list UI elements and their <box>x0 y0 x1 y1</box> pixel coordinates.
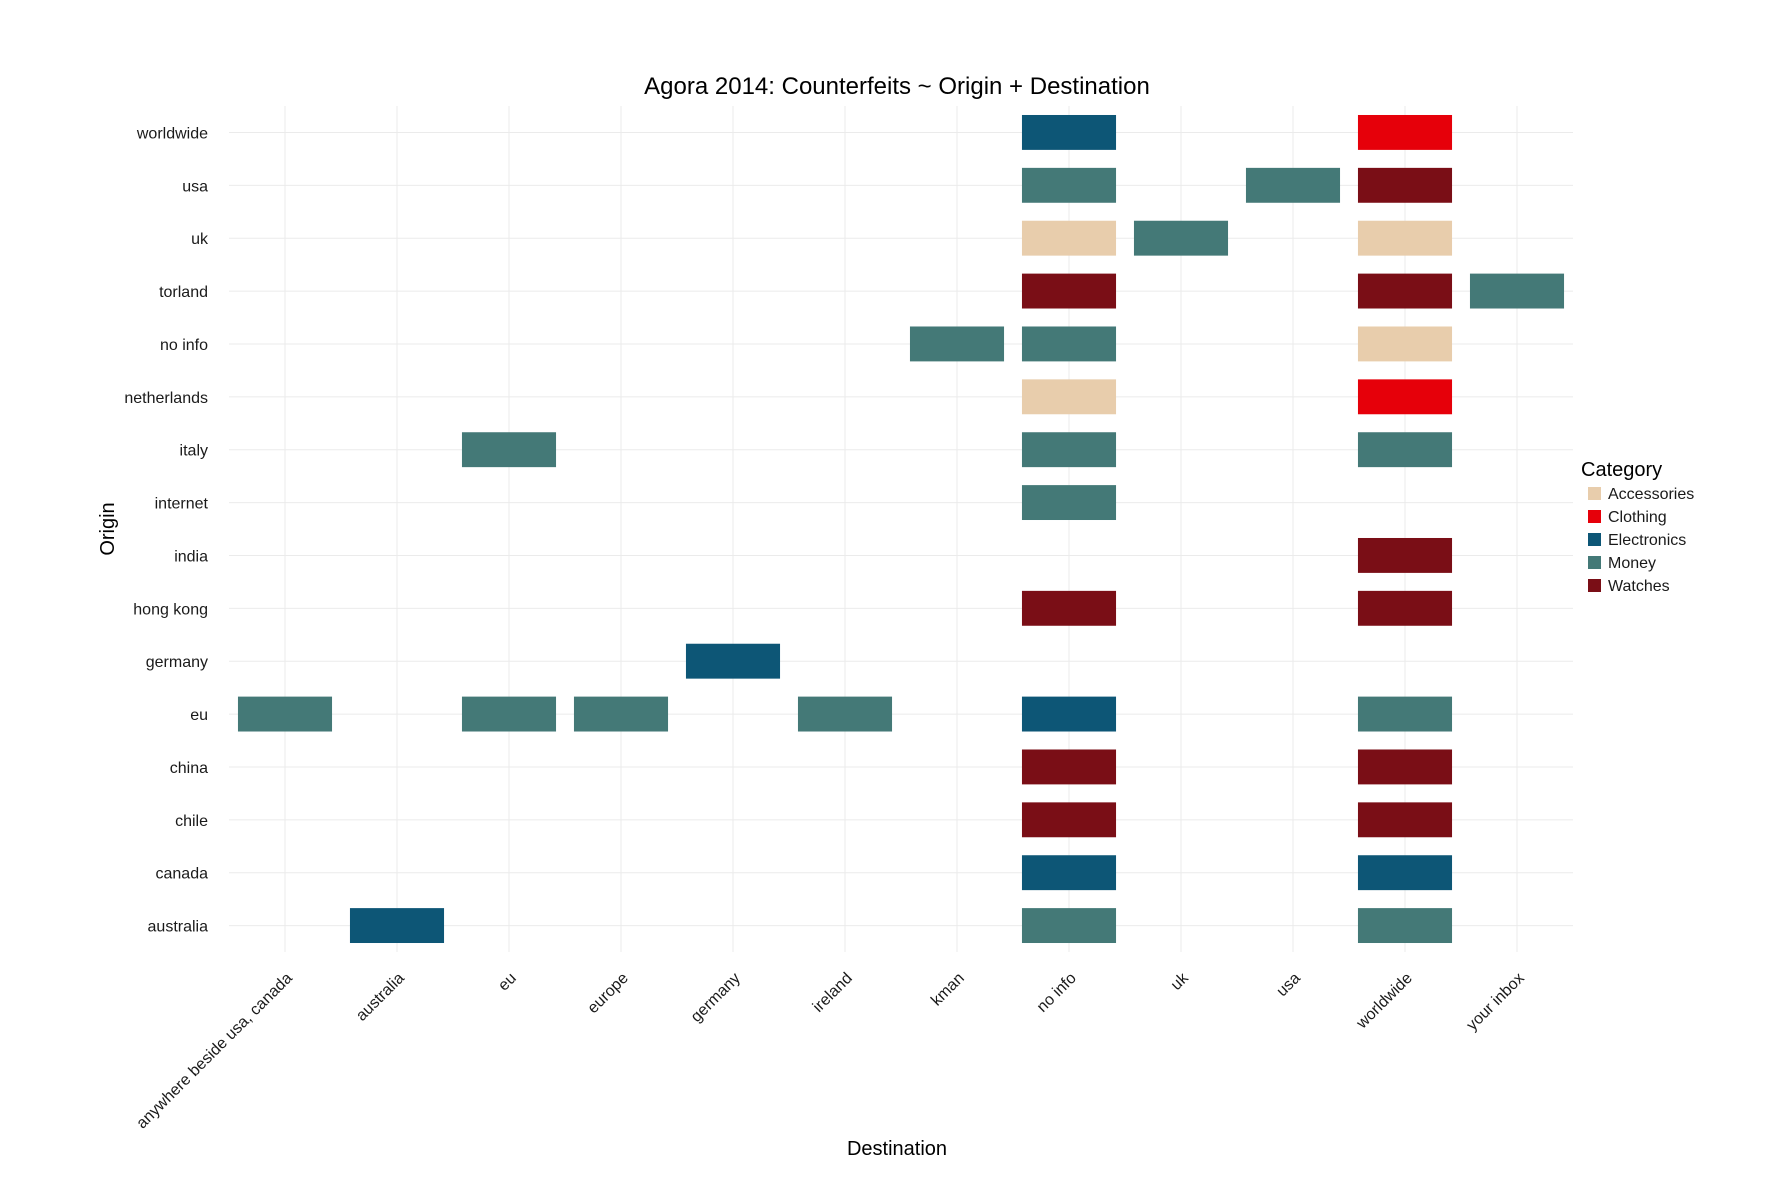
cell-australia-to-worldwide <box>1357 908 1453 944</box>
x-tick-germany: germany <box>688 970 744 1026</box>
cell-india-to-worldwide <box>1357 537 1453 573</box>
y-tick-worldwide: worldwide <box>136 125 208 142</box>
cell-netherlands-to-worldwide <box>1357 379 1453 415</box>
cell-usa-to-worldwide <box>1357 167 1453 203</box>
legend-title: Category <box>1581 459 1662 481</box>
x-tick-usa: usa <box>1274 970 1304 1000</box>
x-tick-kman: kman <box>928 970 968 1010</box>
y-tick-torland: torland <box>159 284 208 301</box>
y-tick-germany: germany <box>146 654 208 671</box>
cell-netherlands-to-no-info <box>1021 379 1117 415</box>
cell-eu-to-europe <box>573 696 669 732</box>
cell-hong-kong-to-no-info <box>1021 590 1117 626</box>
cell-italy-to-no-info <box>1021 432 1117 468</box>
cell-torland-to-no-info <box>1021 273 1117 309</box>
legend-key-accessories <box>1588 487 1601 500</box>
x-tick-worldwide: worldwide <box>1353 970 1416 1033</box>
cell-germany-to-germany <box>685 643 781 679</box>
y-tick-no-info: no info <box>160 337 208 354</box>
cell-no-info-to-no-info <box>1021 326 1117 362</box>
cell-uk-to-no-info <box>1021 220 1117 256</box>
heatmap-cells <box>237 114 1565 944</box>
y-tick-internet: internet <box>155 496 209 513</box>
legend: Category Accessories Clothing Electronics M… <box>1581 459 1694 595</box>
x-tick-no-info: no info <box>1034 970 1080 1016</box>
y-tick-india: india <box>174 548 208 565</box>
y-tick-hong-kong: hong kong <box>133 601 208 618</box>
cell-worldwide-to-no-info <box>1021 114 1117 150</box>
y-tick-canada: canada <box>156 866 209 883</box>
cell-usa-to-no-info <box>1021 167 1117 203</box>
cell-australia-to-no-info <box>1021 908 1117 944</box>
y-axis-title: Origin <box>97 502 119 555</box>
y-tick-australia: australia <box>148 919 209 936</box>
cell-internet-to-no-info <box>1021 485 1117 521</box>
x-tick-eu: eu <box>495 970 520 995</box>
y-tick-netherlands: netherlands <box>124 390 208 407</box>
cell-uk-to-uk <box>1133 220 1229 256</box>
cell-eu-to-ireland <box>797 696 893 732</box>
cell-torland-to-your-inbox <box>1469 273 1565 309</box>
cell-worldwide-to-worldwide <box>1357 114 1453 150</box>
cell-eu-to-anywhere-beside-usa-canada <box>237 696 333 732</box>
legend-key-watches <box>1588 579 1601 592</box>
y-tick-labels: australia canada chile china eu germany hong k… <box>124 125 209 935</box>
cell-chile-to-worldwide <box>1357 802 1453 838</box>
x-axis-title: Destination <box>847 1138 947 1160</box>
cell-china-to-worldwide <box>1357 749 1453 785</box>
cell-eu-to-eu <box>461 696 557 732</box>
y-tick-italy: italy <box>180 443 208 460</box>
y-tick-uk: uk <box>191 231 209 248</box>
legend-label-money: Money <box>1608 555 1656 572</box>
cell-no-info-to-worldwide <box>1357 326 1453 362</box>
legend-key-electronics <box>1588 533 1601 546</box>
chart-title: Agora 2014: Counterfeits ~ Origin + Dest… <box>644 73 1150 100</box>
cell-eu-to-no-info <box>1021 696 1117 732</box>
legend-key-money <box>1588 556 1601 569</box>
x-tick-labels: anywhere beside usa, canada australia eu eu… <box>133 969 1527 1132</box>
cell-china-to-no-info <box>1021 749 1117 785</box>
legend-key-clothing <box>1588 510 1601 523</box>
x-tick-europe: europe <box>585 970 632 1017</box>
cell-canada-to-worldwide <box>1357 855 1453 891</box>
cell-usa-to-usa <box>1245 167 1341 203</box>
x-tick-anywhere-beside-usa-canada: anywhere beside usa, canada <box>133 970 295 1132</box>
cell-canada-to-no-info <box>1021 855 1117 891</box>
cell-hong-kong-to-worldwide <box>1357 590 1453 626</box>
x-tick-ireland: ireland <box>810 970 856 1016</box>
x-tick-your-inbox: your inbox <box>1464 970 1528 1034</box>
y-tick-chile: chile <box>175 813 208 830</box>
y-tick-usa: usa <box>182 178 208 195</box>
y-tick-eu: eu <box>190 707 208 724</box>
cell-torland-to-worldwide <box>1357 273 1453 309</box>
legend-label-accessories: Accessories <box>1608 486 1694 503</box>
y-tick-china: china <box>170 760 208 777</box>
cell-italy-to-worldwide <box>1357 432 1453 468</box>
cell-chile-to-no-info <box>1021 802 1117 838</box>
x-tick-uk: uk <box>1168 969 1193 994</box>
legend-label-electronics: Electronics <box>1608 532 1686 549</box>
cell-australia-to-australia <box>349 908 445 944</box>
cell-eu-to-worldwide <box>1357 696 1453 732</box>
x-tick-australia: australia <box>353 970 408 1025</box>
grid-lines <box>229 106 1573 952</box>
cell-italy-to-eu <box>461 432 557 468</box>
legend-label-watches: Watches <box>1608 578 1670 595</box>
cell-no-info-to-kman <box>909 326 1005 362</box>
legend-label-clothing: Clothing <box>1608 509 1667 526</box>
cell-uk-to-worldwide <box>1357 220 1453 256</box>
